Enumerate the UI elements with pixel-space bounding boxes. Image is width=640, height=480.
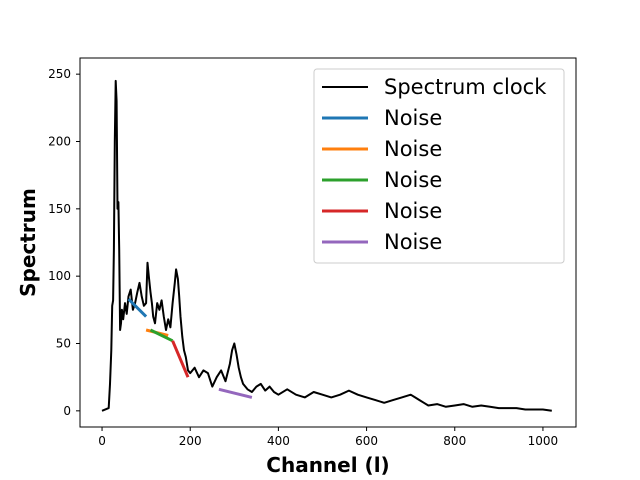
- legend-label: Noise: [384, 106, 442, 130]
- plot-area: [79, 57, 577, 428]
- y-tick-label: 250: [48, 67, 71, 81]
- series-line-noise-4: [171, 340, 190, 378]
- legend-label: Noise: [384, 230, 442, 254]
- x-tick-label: 800: [443, 434, 466, 448]
- legend-label: Spectrum clock: [384, 75, 547, 99]
- y-tick-label: 50: [56, 337, 71, 351]
- legend-label: Noise: [384, 168, 442, 192]
- x-axis-label: Channel (l): [266, 453, 389, 477]
- x-tick-label: 600: [355, 434, 378, 448]
- legend-label: Noise: [384, 137, 442, 161]
- x-tick-label: 200: [179, 434, 202, 448]
- y-tick-label: 150: [48, 202, 71, 216]
- series-line-noise-1: [127, 298, 148, 318]
- y-tick-label: 0: [63, 404, 71, 418]
- series-line-noise-5: [218, 387, 253, 399]
- y-tick-label: 200: [48, 134, 71, 148]
- x-tick-label: 1000: [528, 434, 559, 448]
- x-tick-label: 0: [98, 434, 106, 448]
- series-line-spectrum-clock: [101, 79, 552, 412]
- x-tick-label: 400: [267, 434, 290, 448]
- plot-frame: [79, 57, 577, 428]
- legend-box: [313, 68, 565, 264]
- x-axis-ticks: 0 200 400 600 800 1000: [98, 427, 558, 448]
- y-tick-label: 100: [48, 269, 71, 283]
- y-axis-label: Spectrum: [16, 188, 40, 297]
- series-line-noise-3: [149, 328, 174, 343]
- legend-label: Noise: [384, 199, 442, 223]
- legend: Spectrum clock Noise Noise Noise Noise Noise: [313, 68, 565, 264]
- y-axis-ticks: 0 50 100 150 200 250: [48, 67, 80, 418]
